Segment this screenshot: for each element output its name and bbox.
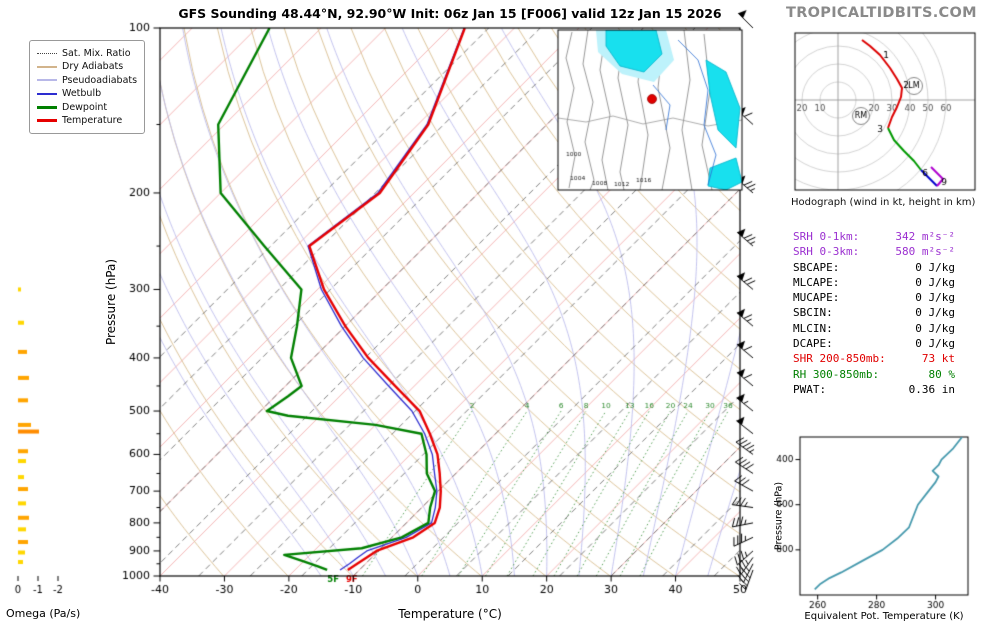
stat-label: SBCAPE:: [793, 260, 840, 274]
stat-label: MUCAPE:: [793, 291, 840, 305]
legend-item: Dry Adiabats: [37, 61, 137, 72]
legend-line-swatch: [37, 105, 57, 109]
site-watermark: TROPICALTIDBITS.COM: [786, 5, 977, 21]
stat-row: SHR 200-850mb: 73 kt: [793, 351, 955, 366]
stat-value: 0 J/kg: [915, 306, 955, 320]
stat-label: SRH 0-3km:: [793, 245, 860, 259]
stat-row: DCAPE: 0 J/kg: [793, 336, 955, 351]
omega-axis-label: Omega (Pa/s): [6, 607, 81, 620]
pressure-axis-label: Pressure (hPa): [104, 258, 118, 346]
stat-value: 0 J/kg: [915, 337, 955, 351]
thetae-y-label: Pressure (hPa): [773, 481, 785, 551]
legend-item: Pseudoadiabats: [37, 75, 137, 86]
stat-value: 0 J/kg: [915, 321, 955, 335]
stats-panel: SRH 0-1km: 342 m²s⁻² SRH 0-3km: 580 m²s⁻² SB…: [793, 229, 955, 397]
legend-item-label: Wetbulb: [62, 88, 102, 99]
hodograph-caption: Hodograph (wind in kt, height in km): [791, 197, 976, 208]
stat-label: SBCIN:: [793, 306, 833, 320]
stat-value: 0 J/kg: [915, 260, 955, 274]
legend-line-swatch: [37, 119, 57, 122]
stat-label: SHR 200-850mb:: [793, 352, 886, 366]
legend-item: Dewpoint: [37, 102, 137, 113]
legend-item-label: Dry Adiabats: [62, 61, 124, 72]
legend-item: Temperature: [37, 115, 137, 126]
stat-label: MLCAPE:: [793, 275, 840, 289]
stat-label: DCAPE:: [793, 337, 833, 351]
stat-value: 580 m²s⁻²: [895, 245, 955, 259]
stat-label: PWAT:: [793, 382, 827, 396]
legend-item-label: Pseudoadiabats: [62, 74, 138, 86]
stat-row: SRH 0-1km: 342 m²s⁻²: [793, 229, 955, 244]
stat-value: 80 %: [928, 367, 956, 381]
stat-value: 342 m²s⁻²: [895, 230, 955, 243]
stat-row: SBCIN: 0 J/kg: [793, 305, 955, 320]
stat-value: 0 J/kg: [915, 291, 955, 305]
chart-title: GFS Sounding 48.44°N, 92.90°W Init: 06z …: [178, 6, 722, 21]
legend-item-label: Temperature: [62, 115, 123, 126]
stat-row: RH 300-850mb: 80 %: [793, 367, 955, 382]
legend-item: Wetbulb: [37, 88, 137, 99]
stat-row: SBCAPE: 0 J/kg: [793, 260, 955, 275]
legend-line-swatch: [37, 92, 57, 95]
thetae-x-label: Equivalent Pot. Temperature (K): [804, 611, 964, 622]
stat-label: RH 300-850mb:: [793, 367, 880, 381]
legend-line-swatch: [37, 52, 57, 54]
stat-row: MLCAPE: 0 J/kg: [793, 275, 955, 290]
stat-label: SRH 0-1km:: [793, 230, 860, 243]
temperature-axis-label: Temperature (°C): [398, 607, 502, 621]
legend-item-label: Dewpoint: [62, 101, 108, 113]
legend-line-swatch: [37, 65, 57, 68]
legend-item: Sat. Mix. Ratio: [37, 48, 137, 59]
legend-line-swatch: [37, 79, 57, 81]
legend-item-label: Sat. Mix. Ratio: [62, 47, 131, 59]
stat-value: 0.36 in: [908, 382, 955, 396]
stat-row: PWAT: 0.36 in: [793, 382, 955, 397]
stat-value: 0 J/kg: [915, 275, 955, 289]
stat-row: MLCIN: 0 J/kg: [793, 321, 955, 336]
legend: Sat. Mix. Ratio Dry Adiabats Pseudoadiabat…: [29, 40, 146, 134]
stat-value: 73 kt: [921, 352, 955, 366]
stat-row: MUCAPE: 0 J/kg: [793, 290, 955, 305]
stat-label: MLCIN:: [793, 321, 833, 335]
stat-row: SRH 0-3km: 580 m²s⁻²: [793, 244, 955, 259]
